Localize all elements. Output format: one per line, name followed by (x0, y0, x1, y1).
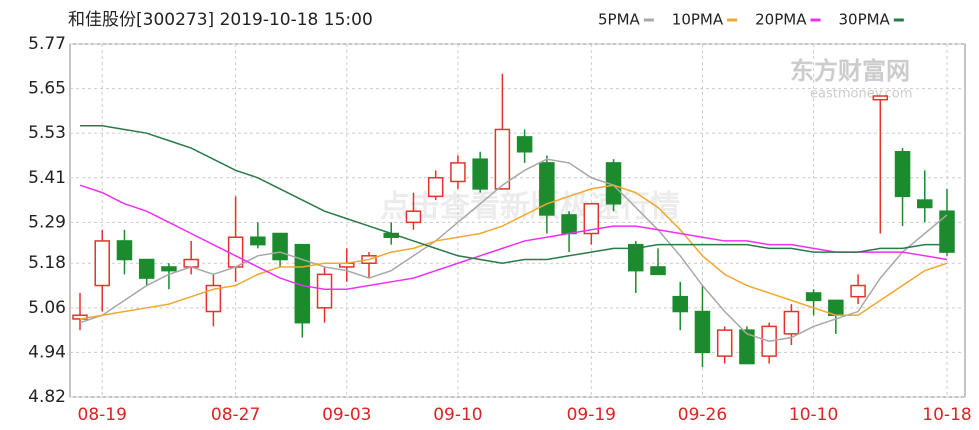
candle (716, 326, 733, 364)
candle-body (894, 151, 911, 198)
candle-body (805, 292, 822, 302)
candle (427, 170, 444, 201)
candle-body (850, 284, 866, 298)
y-tick-label: 4.94 (28, 342, 66, 362)
candle (116, 229, 133, 275)
candle (872, 95, 889, 234)
candle-body (116, 240, 133, 261)
candle-body (672, 295, 688, 313)
y-tick-label: 5.65 (28, 79, 66, 99)
ma-line (79, 184, 948, 320)
x-tick-label: 08-27 (211, 405, 260, 425)
candle-body (783, 310, 800, 335)
candle (516, 129, 533, 163)
candle (205, 274, 222, 327)
candle-body (939, 210, 955, 253)
candle (650, 248, 666, 276)
legend-label: 30PMA (838, 11, 890, 29)
candle-body (183, 258, 199, 268)
candle-body (583, 203, 600, 235)
candle (894, 148, 911, 227)
ma-line (80, 124, 947, 264)
ma-line (79, 184, 948, 290)
candle-body (472, 158, 488, 190)
candle (72, 292, 88, 331)
candle (761, 322, 777, 364)
candle-body (272, 232, 288, 261)
x-tick-label: 09-26 (678, 405, 727, 425)
y-tick-label: 5.06 (28, 298, 66, 318)
candle (583, 203, 600, 245)
candle (494, 73, 511, 190)
watermark-sub: eastmoney.com (810, 87, 912, 102)
candle (161, 263, 177, 290)
candle (361, 252, 377, 279)
candle (250, 222, 266, 249)
x-tick-label: 09-19 (567, 405, 616, 425)
x-tick-label: 10-18 (922, 405, 971, 425)
y-tick-label: 4.82 (28, 387, 66, 407)
candle (805, 289, 822, 316)
candle (917, 170, 933, 223)
plot-frame (69, 43, 966, 398)
legend-label: 5PMA (598, 11, 641, 29)
candle (739, 326, 755, 365)
ma-line (79, 158, 948, 343)
candle (472, 151, 488, 193)
candle (339, 248, 355, 282)
y-tick-label: 5.18 (28, 253, 66, 273)
candle-body (316, 273, 333, 309)
legend-label: 10PMA (672, 11, 724, 29)
candle (561, 211, 577, 253)
candle-body (539, 162, 555, 216)
x-tick-label: 09-10 (433, 405, 482, 425)
candle-body (227, 236, 244, 268)
candle (272, 232, 288, 267)
watermark: 东方财富网 (790, 57, 910, 85)
x-tick-label: 10-10 (789, 405, 838, 425)
candle-body (739, 329, 755, 365)
legend-label: 20PMA (755, 11, 807, 29)
candle (850, 274, 866, 305)
candle-body (716, 329, 733, 357)
candle-body (250, 236, 266, 246)
candle-body (872, 95, 889, 101)
candle-body (405, 210, 422, 224)
candle (316, 266, 333, 323)
candle-body (917, 199, 933, 209)
candle (405, 192, 422, 230)
candle-body (161, 266, 177, 272)
candle (694, 285, 711, 368)
x-tick-label: 08-19 (78, 405, 127, 425)
y-tick-label: 5.77 (28, 34, 66, 54)
candle-body (450, 162, 466, 183)
x-tick-label: 09-03 (322, 405, 371, 425)
candle (672, 281, 688, 331)
chart-title: 和佳股份[300273] 2019-10-18 15:00 (68, 10, 373, 30)
candle-body (561, 214, 577, 235)
candle-body (650, 266, 666, 276)
candle (939, 188, 955, 256)
candle-body (94, 240, 110, 287)
candle (94, 229, 110, 312)
y-tick-label: 5.53 (28, 123, 66, 143)
candle-body (138, 258, 155, 279)
candle-body (427, 177, 444, 198)
candle (628, 240, 644, 293)
candle-body (628, 243, 644, 272)
candle-body (516, 136, 533, 153)
candle (450, 155, 466, 189)
candle (138, 258, 155, 286)
candle-body (494, 128, 511, 190)
y-tick-label: 5.41 (28, 168, 66, 188)
candle-body (694, 310, 711, 354)
candle-body (205, 284, 222, 313)
y-tick-label: 5.29 (28, 212, 66, 232)
